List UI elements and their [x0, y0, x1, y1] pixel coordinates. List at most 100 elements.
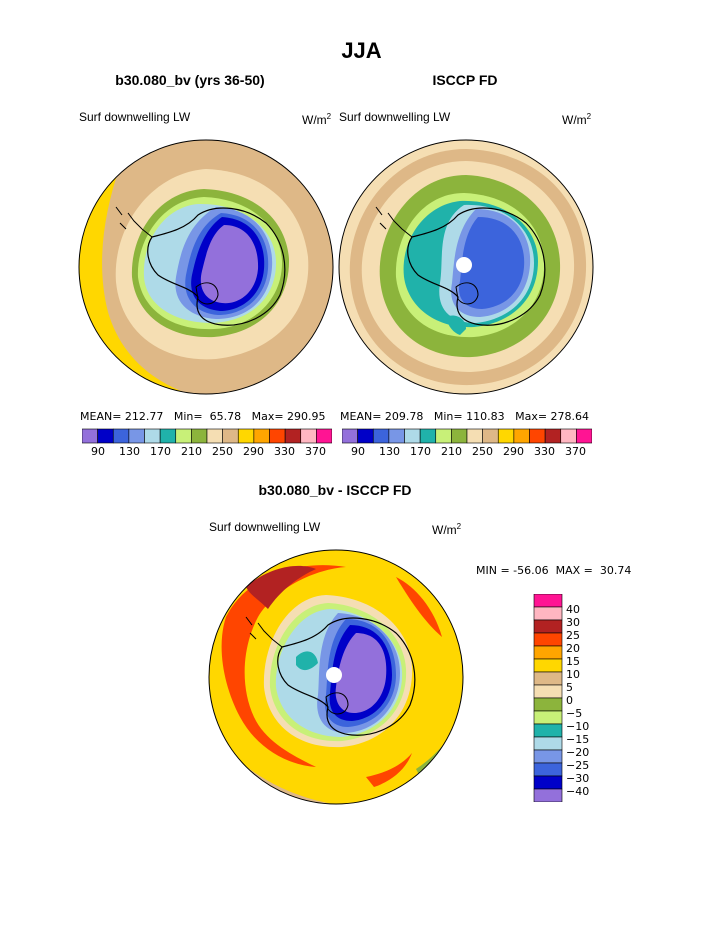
panel-title-model: b30.080_bv (yrs 36-50)	[115, 72, 265, 88]
colorbar-model-svg	[81, 428, 333, 444]
variable-label-model: Surf downwelling LW	[79, 110, 191, 124]
colorbar-box	[533, 710, 563, 725]
antarctica-coastline	[147, 207, 286, 326]
colorbar-diff-ticks: 40 30 25 20 15 10 5 0 −5 −10 −15 −20 −25…	[566, 594, 606, 802]
colorbar-box	[206, 428, 223, 444]
map-border	[208, 549, 464, 805]
colorbar-box	[533, 645, 563, 660]
antarctic-peninsula	[387, 212, 413, 238]
colorbar-box	[533, 762, 563, 777]
colorbar-box	[533, 788, 563, 803]
colorbar-box	[316, 428, 333, 444]
contour-fill-neg15	[296, 651, 318, 671]
colorbar-box	[482, 428, 499, 444]
colorbar-box	[284, 428, 302, 444]
colorbar-tick: 25	[566, 629, 580, 642]
colorbar-tick: 370	[305, 445, 326, 458]
colorbar-tick: 210	[181, 445, 202, 458]
colorbar-tick: −30	[566, 772, 590, 785]
colorbar-box	[81, 428, 98, 444]
colorbar-tick: 90	[91, 445, 105, 458]
colorbar-box	[435, 428, 452, 444]
missing-data-pole	[456, 257, 472, 273]
colorbar-diff-boxes	[533, 593, 563, 803]
colorbar-tick: 130	[379, 445, 400, 458]
colorbar-tick: 290	[503, 445, 524, 458]
colorbar-box	[544, 428, 562, 444]
colorbar-tick: 10	[566, 668, 580, 681]
contour-fill-190b	[446, 315, 466, 335]
contour-fill-25b	[396, 577, 442, 637]
colorbar-box	[372, 428, 390, 444]
colorbar-tick: 30	[566, 616, 580, 629]
polar-map-obs	[338, 139, 594, 395]
map-border	[338, 139, 594, 395]
colorbar-box	[404, 428, 421, 444]
colorbar-tick: 130	[119, 445, 140, 458]
colorbar-box	[533, 606, 563, 621]
figure-title: JJA	[341, 38, 382, 63]
colorbar-tick: −20	[566, 746, 590, 759]
colorbar-tick: −25	[566, 759, 590, 772]
colorbar-tick: 330	[534, 445, 555, 458]
colorbar-obs	[341, 428, 593, 449]
colorbar-model	[81, 428, 333, 449]
panel-title-obs: ISCCP FD	[432, 72, 498, 88]
colorbar-box	[533, 749, 563, 764]
colorbar-box	[529, 428, 546, 444]
units-label-obs: W/m2	[562, 112, 592, 127]
contour-fill-neg40	[335, 633, 387, 713]
colorbar-box	[533, 619, 563, 634]
contour-fill-25c	[366, 753, 412, 787]
colorbar-box	[513, 428, 530, 444]
colorbar-tick: 170	[150, 445, 171, 458]
colorbar-box	[533, 723, 563, 738]
south-america-tip	[115, 206, 127, 230]
ice-shelf-outline	[195, 282, 219, 305]
colorbar-tick: 330	[274, 445, 295, 458]
colorbar-tick: 250	[472, 445, 493, 458]
colorbar-box	[533, 775, 563, 790]
colorbar-box	[159, 428, 177, 444]
antarctica-coastline	[407, 207, 546, 326]
contour-fill-30	[246, 565, 316, 609]
colorbar-tick: 0	[566, 694, 573, 707]
ice-shelf-outline	[455, 282, 479, 305]
colorbar-box	[451, 428, 468, 444]
colorbar-box	[112, 428, 130, 444]
south-america-tip	[245, 616, 257, 640]
colorbar-obs-ticks: 90 130 170 210 250 290 330 370	[342, 445, 592, 459]
units-label-model: W/m2	[302, 112, 332, 127]
colorbar-tick: −5	[566, 707, 583, 720]
panel-title-diff: b30.080_bv - ISCCP FD	[258, 482, 412, 498]
colorbar-box	[97, 428, 114, 444]
stats-diff: MIN = -56.06 MAX = 30.74	[476, 564, 632, 577]
colorbar-box	[419, 428, 437, 444]
colorbar-box	[388, 428, 405, 444]
colorbar-box	[300, 428, 317, 444]
colorbar-box	[144, 428, 161, 444]
colorbar-box	[560, 428, 577, 444]
colorbar-tick: −15	[566, 733, 590, 746]
colorbar-box	[533, 658, 563, 673]
colorbar-box	[533, 593, 563, 608]
contour-fill-25	[221, 565, 346, 767]
variable-label-obs: Surf downwelling LW	[339, 110, 451, 124]
colorbar-box	[237, 428, 255, 444]
colorbar-box	[341, 428, 358, 444]
colorbar-box	[533, 632, 563, 647]
colorbar-box	[533, 697, 563, 712]
colorbar-tick: 5	[566, 681, 573, 694]
colorbar-box	[222, 428, 239, 444]
colorbar-box	[533, 736, 563, 751]
colorbar-tick: −10	[566, 720, 590, 733]
stats-model: MEAN= 212.77 Min= 65.78 Max= 290.95	[80, 410, 326, 423]
contour-fill-90	[200, 225, 259, 304]
colorbar-tick: 250	[212, 445, 233, 458]
colorbar-box	[533, 671, 563, 686]
colorbar-box	[497, 428, 515, 444]
missing-data-pole	[326, 667, 342, 683]
colorbar-box	[269, 428, 286, 444]
colorbar-tick: 290	[243, 445, 264, 458]
colorbar-box	[576, 428, 593, 444]
